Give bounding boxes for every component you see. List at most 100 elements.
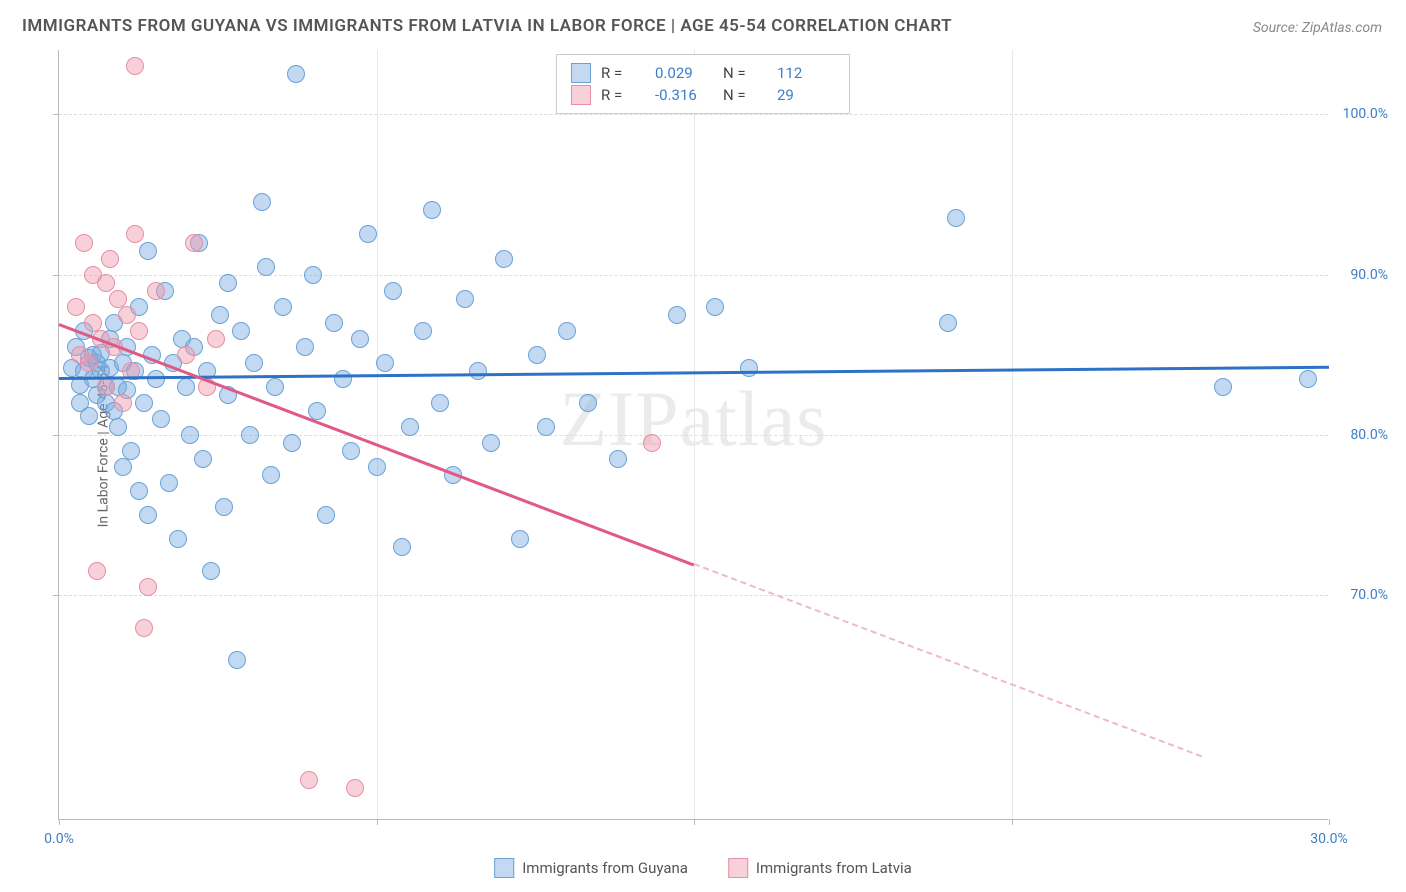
data-point: [528, 346, 546, 364]
data-point: [359, 225, 377, 243]
data-point: [114, 458, 132, 476]
data-point: [122, 442, 140, 460]
legend-swatch: [571, 85, 591, 105]
legend-n-value: 112: [777, 64, 835, 82]
data-point: [384, 282, 402, 300]
data-point: [126, 225, 144, 243]
data-point: [304, 266, 322, 284]
data-point: [401, 418, 419, 436]
legend-row: R =0.029N =112: [571, 63, 835, 83]
data-point: [351, 330, 369, 348]
legend-row: R =-0.316N =29: [571, 85, 835, 105]
plot-area: ZIPatlas 70.0%80.0%90.0%100.0%0.0%30.0%: [58, 50, 1328, 820]
data-point: [274, 298, 292, 316]
data-point: [245, 354, 263, 372]
data-point: [423, 201, 441, 219]
data-point: [67, 298, 85, 316]
y-tick-label: 70.0%: [1333, 587, 1388, 603]
data-point: [147, 370, 165, 388]
data-point: [456, 290, 474, 308]
data-point: [325, 314, 343, 332]
legend-swatch: [494, 858, 514, 878]
data-point: [202, 562, 220, 580]
data-point: [287, 65, 305, 83]
data-point: [431, 394, 449, 412]
x-tick-label: 0.0%: [44, 831, 74, 847]
data-point: [130, 482, 148, 500]
data-point: [139, 506, 157, 524]
gridline-v: [694, 50, 695, 819]
data-point: [1299, 370, 1317, 388]
data-point: [126, 57, 144, 75]
data-point: [80, 354, 98, 372]
data-point: [740, 359, 758, 377]
data-point: [152, 410, 170, 428]
chart-title: IMMIGRANTS FROM GUYANA VS IMMIGRANTS FRO…: [22, 16, 952, 36]
data-point: [414, 322, 432, 340]
data-point: [668, 306, 686, 324]
data-point: [101, 250, 119, 268]
data-point: [97, 378, 115, 396]
legend-n-value: 29: [777, 86, 835, 104]
data-point: [147, 282, 165, 300]
data-point: [262, 466, 280, 484]
gridline-v: [377, 50, 378, 819]
data-point: [194, 450, 212, 468]
data-point: [88, 562, 106, 580]
data-point: [558, 322, 576, 340]
data-point: [346, 779, 364, 797]
data-point: [253, 193, 271, 211]
data-point: [947, 209, 965, 227]
legend-label: Immigrants from Latvia: [756, 859, 912, 877]
data-point: [706, 298, 724, 316]
data-point: [97, 274, 115, 292]
x-tick-label: 30.0%: [1310, 831, 1348, 847]
data-point: [211, 306, 229, 324]
legend-r-label: R =: [601, 64, 645, 82]
data-point: [342, 442, 360, 460]
data-point: [609, 450, 627, 468]
gridline-v: [1012, 50, 1013, 819]
y-tick-label: 80.0%: [1333, 427, 1388, 443]
data-point: [80, 407, 98, 425]
data-point: [469, 362, 487, 380]
data-point: [939, 314, 957, 332]
data-point: [232, 322, 250, 340]
data-point: [283, 434, 301, 452]
legend-item: Immigrants from Guyana: [494, 858, 688, 878]
data-point: [495, 250, 513, 268]
data-point: [135, 619, 153, 637]
y-tick-label: 100.0%: [1333, 106, 1388, 122]
data-point: [219, 274, 237, 292]
data-point: [114, 394, 132, 412]
data-point: [177, 346, 195, 364]
data-point: [169, 530, 187, 548]
data-point: [241, 426, 259, 444]
legend-swatch: [728, 858, 748, 878]
data-point: [207, 330, 225, 348]
series-legend: Immigrants from Guyana Immigrants from La…: [494, 858, 912, 878]
data-point: [139, 578, 157, 596]
data-point: [482, 434, 500, 452]
data-point: [266, 378, 284, 396]
data-point: [643, 434, 661, 452]
data-point: [579, 394, 597, 412]
data-point: [160, 474, 178, 492]
legend-swatch: [571, 63, 591, 83]
data-point: [308, 402, 326, 420]
legend-label: Immigrants from Guyana: [522, 859, 688, 877]
data-point: [130, 322, 148, 340]
data-point: [368, 458, 386, 476]
data-point: [177, 378, 195, 396]
data-point: [537, 418, 555, 436]
data-point: [376, 354, 394, 372]
data-point: [334, 370, 352, 388]
data-point: [185, 234, 203, 252]
y-tick-label: 90.0%: [1333, 267, 1388, 283]
data-point: [118, 306, 136, 324]
data-point: [215, 498, 233, 516]
legend-r-value: -0.316: [655, 86, 713, 104]
data-point: [135, 394, 153, 412]
legend-r-label: R =: [601, 86, 645, 104]
data-point: [257, 258, 275, 276]
